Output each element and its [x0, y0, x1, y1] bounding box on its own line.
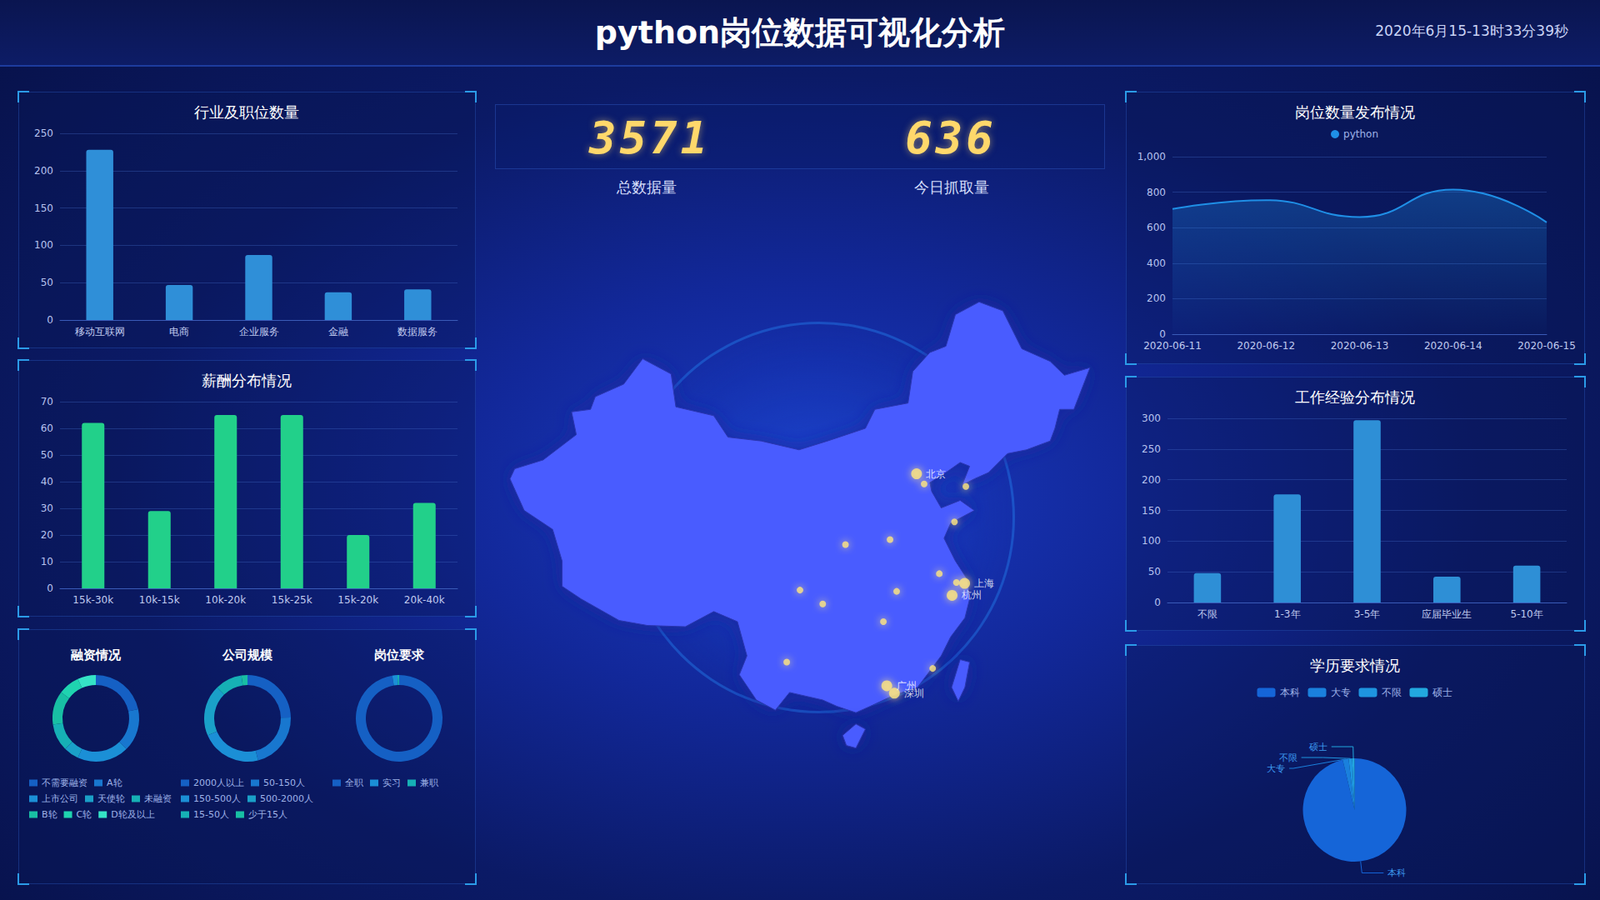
svg-text:C轮: C轮 [76, 809, 93, 820]
svg-text:上海: 上海 [974, 577, 995, 590]
svg-text:600: 600 [1146, 221, 1166, 234]
svg-text:40: 40 [40, 475, 54, 488]
svg-text:兼职: 兼职 [420, 777, 439, 789]
svg-text:100: 100 [34, 239, 54, 251]
svg-text:400: 400 [1146, 257, 1166, 270]
svg-text:学历要求情况: 学历要求情况 [1310, 656, 1400, 675]
svg-text:15k-25k: 15k-25k [271, 594, 313, 606]
svg-text:少于15人: 少于15人 [248, 809, 288, 820]
svg-text:薪酬分布情况: 薪酬分布情况 [201, 371, 292, 390]
svg-text:数据服务: 数据服务 [397, 325, 438, 338]
svg-text:50-150人: 50-150人 [263, 777, 305, 789]
svg-text:250: 250 [1141, 443, 1161, 455]
svg-text:15k-20k: 15k-20k [337, 594, 379, 606]
svg-text:15k-30k: 15k-30k [72, 594, 114, 606]
svg-text:未融资: 未融资 [144, 793, 172, 805]
svg-text:200: 200 [1141, 474, 1161, 486]
svg-text:0: 0 [46, 314, 54, 326]
svg-text:不限: 不限 [1197, 608, 1218, 620]
svg-text:D轮及以上: D轮及以上 [110, 809, 155, 820]
svg-text:200: 200 [34, 165, 54, 177]
svg-text:5-10年: 5-10年 [1510, 608, 1543, 620]
svg-text:250: 250 [34, 127, 54, 140]
svg-text:50: 50 [40, 276, 54, 289]
svg-text:10k-15k: 10k-15k [139, 594, 180, 606]
svg-text:A轮: A轮 [106, 777, 123, 789]
svg-text:不需要融资: 不需要融资 [41, 777, 88, 789]
svg-text:20k-40k: 20k-40k [404, 594, 445, 606]
svg-text:上市公司: 上市公司 [41, 793, 79, 805]
svg-text:70: 70 [40, 395, 54, 408]
svg-text:200: 200 [1146, 292, 1166, 305]
svg-text:2020-06-11: 2020-06-11 [1143, 340, 1202, 352]
svg-text:本科: 本科 [1280, 686, 1300, 699]
html-text:总数据量: 总数据量 [616, 178, 677, 196]
svg-text:全职: 全职 [345, 777, 364, 789]
svg-text:10k-20k: 10k-20k [205, 594, 246, 606]
svg-text:北京: 北京 [925, 468, 946, 480]
html-text:今日抓取量: 今日抓取量 [914, 178, 990, 196]
svg-text:python: python [1343, 128, 1379, 140]
svg-text:0: 0 [1159, 328, 1166, 340]
svg-text:800: 800 [1146, 186, 1166, 199]
svg-text:杭州: 杭州 [960, 589, 982, 601]
svg-text:公司规模: 公司规模 [221, 647, 274, 663]
svg-text:300: 300 [1141, 412, 1161, 425]
svg-text:B轮: B轮 [41, 809, 58, 820]
svg-text:100: 100 [1141, 535, 1161, 547]
svg-text:150-500人: 150-500人 [193, 793, 241, 805]
svg-text:60: 60 [40, 422, 54, 435]
svg-text:50: 50 [1148, 565, 1161, 578]
svg-text:2020-06-12: 2020-06-12 [1236, 340, 1295, 352]
svg-text:1-3年: 1-3年 [1274, 608, 1301, 620]
svg-text:15-50人: 15-50人 [193, 809, 230, 820]
svg-text:深圳: 深圳 [904, 687, 925, 700]
html-text:python岗位数据可视化分析: python岗位数据可视化分析 [594, 14, 1006, 51]
svg-text:150: 150 [1141, 505, 1161, 517]
svg-text:本科: 本科 [1387, 867, 1406, 879]
svg-text:硕士: 硕士 [1308, 741, 1328, 753]
html-text:3571: 3571 [589, 111, 711, 165]
svg-text:50: 50 [40, 449, 54, 461]
svg-text:150: 150 [34, 202, 54, 215]
svg-text:0: 0 [1154, 596, 1161, 609]
svg-text:电商: 电商 [169, 325, 190, 338]
svg-text:应届毕业生: 应届毕业生 [1421, 608, 1472, 620]
svg-text:企业服务: 企业服务 [239, 325, 280, 338]
svg-text:天使轮: 天使轮 [97, 793, 125, 805]
svg-text:硕士: 硕士 [1431, 686, 1453, 699]
svg-text:0: 0 [46, 582, 54, 595]
svg-text:2020-06-14: 2020-06-14 [1424, 340, 1483, 352]
svg-text:2020-06-15: 2020-06-15 [1517, 340, 1576, 352]
svg-text:行业及职位数量: 行业及职位数量 [194, 103, 300, 121]
svg-text:岗位数量发布情况: 岗位数量发布情况 [1295, 103, 1415, 121]
svg-text:移动互联网: 移动互联网 [75, 325, 125, 338]
svg-text:融资情况: 融资情况 [70, 647, 122, 663]
svg-text:实习: 实习 [382, 777, 401, 789]
svg-text:不限: 不限 [1279, 752, 1298, 764]
svg-text:金融: 金融 [328, 325, 349, 338]
svg-text:岗位要求: 岗位要求 [374, 647, 425, 663]
svg-text:不限: 不限 [1381, 686, 1402, 699]
svg-text:30: 30 [40, 502, 54, 515]
svg-text:20: 20 [40, 529, 54, 541]
svg-text:2020-06-13: 2020-06-13 [1330, 340, 1390, 352]
svg-text:工作经验分布情况: 工作经验分布情况 [1295, 388, 1415, 406]
svg-text:10: 10 [40, 555, 54, 568]
svg-text:大专: 大专 [1330, 686, 1351, 699]
svg-text:大专: 大专 [1266, 763, 1285, 775]
html-text:636: 636 [905, 111, 997, 165]
svg-text:1,000: 1,000 [1137, 150, 1166, 163]
svg-text:2000人以上: 2000人以上 [193, 777, 245, 789]
html-text:2020年6月15-13时33分39秒: 2020年6月15-13时33分39秒 [1375, 22, 1569, 40]
svg-text:3-5年: 3-5年 [1354, 608, 1381, 620]
svg-text:500-2000人: 500-2000人 [260, 793, 314, 805]
svg-text:广州: 广州 [896, 679, 917, 692]
